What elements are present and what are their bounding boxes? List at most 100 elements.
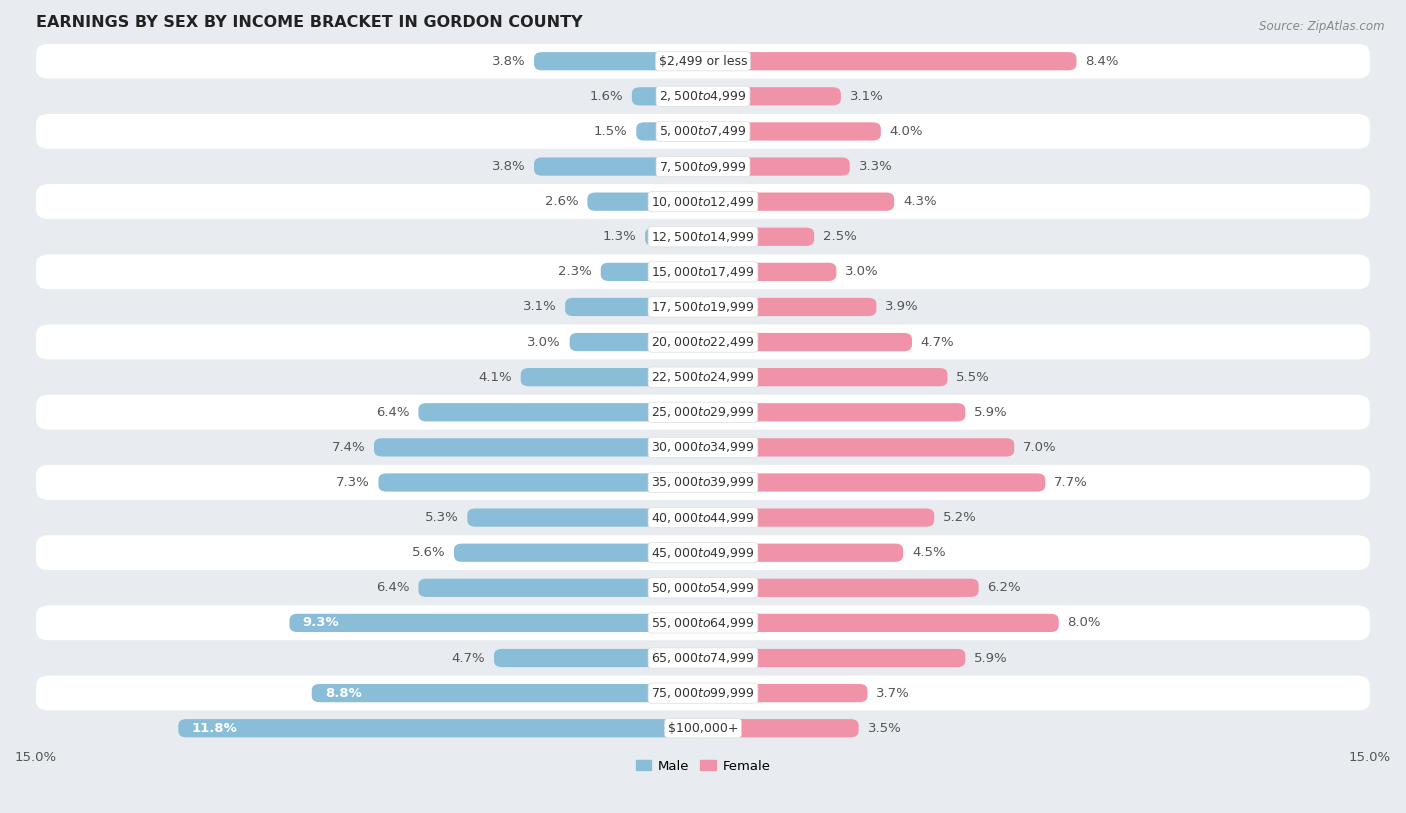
FancyBboxPatch shape (703, 228, 814, 246)
Text: 3.5%: 3.5% (868, 722, 901, 735)
FancyBboxPatch shape (703, 719, 859, 737)
Text: $15,000 to $17,499: $15,000 to $17,499 (651, 265, 755, 279)
Text: 3.9%: 3.9% (886, 301, 920, 314)
Text: 3.8%: 3.8% (492, 160, 526, 173)
FancyBboxPatch shape (703, 579, 979, 597)
Text: 7.0%: 7.0% (1024, 441, 1057, 454)
Text: 5.9%: 5.9% (974, 406, 1008, 419)
FancyBboxPatch shape (534, 52, 703, 71)
FancyBboxPatch shape (631, 87, 703, 106)
Text: 5.5%: 5.5% (956, 371, 990, 384)
Text: $7,500 to $9,999: $7,500 to $9,999 (659, 159, 747, 173)
Text: 8.8%: 8.8% (325, 687, 361, 700)
FancyBboxPatch shape (494, 649, 703, 667)
Text: 6.4%: 6.4% (375, 581, 409, 594)
Text: 5.9%: 5.9% (974, 651, 1008, 664)
Text: 4.3%: 4.3% (903, 195, 936, 208)
FancyBboxPatch shape (37, 465, 1369, 500)
Text: $40,000 to $44,999: $40,000 to $44,999 (651, 511, 755, 524)
Text: 8.0%: 8.0% (1067, 616, 1101, 629)
FancyBboxPatch shape (37, 606, 1369, 641)
Text: $100,000+: $100,000+ (668, 722, 738, 735)
Text: 6.2%: 6.2% (987, 581, 1021, 594)
Text: 3.8%: 3.8% (492, 54, 526, 67)
FancyBboxPatch shape (703, 368, 948, 386)
FancyBboxPatch shape (703, 403, 966, 421)
FancyBboxPatch shape (179, 719, 703, 737)
FancyBboxPatch shape (374, 438, 703, 457)
FancyBboxPatch shape (703, 684, 868, 702)
Text: 2.3%: 2.3% (558, 265, 592, 278)
FancyBboxPatch shape (600, 263, 703, 281)
Text: 4.5%: 4.5% (912, 546, 946, 559)
FancyBboxPatch shape (703, 333, 912, 351)
Legend: Male, Female: Male, Female (630, 754, 776, 778)
FancyBboxPatch shape (378, 473, 703, 492)
FancyBboxPatch shape (703, 473, 1046, 492)
Text: 3.0%: 3.0% (527, 336, 561, 349)
FancyBboxPatch shape (37, 220, 1369, 254)
FancyBboxPatch shape (312, 684, 703, 702)
FancyBboxPatch shape (703, 52, 1077, 71)
Text: 7.3%: 7.3% (336, 476, 370, 489)
FancyBboxPatch shape (703, 87, 841, 106)
FancyBboxPatch shape (534, 158, 703, 176)
FancyBboxPatch shape (37, 149, 1369, 184)
FancyBboxPatch shape (290, 614, 703, 632)
FancyBboxPatch shape (37, 535, 1369, 570)
FancyBboxPatch shape (703, 158, 849, 176)
FancyBboxPatch shape (37, 79, 1369, 114)
Text: $2,500 to $4,999: $2,500 to $4,999 (659, 89, 747, 103)
Text: 1.6%: 1.6% (589, 89, 623, 102)
Text: $45,000 to $49,999: $45,000 to $49,999 (651, 546, 755, 559)
FancyBboxPatch shape (565, 298, 703, 316)
Text: 8.4%: 8.4% (1085, 54, 1119, 67)
Text: 5.2%: 5.2% (943, 511, 977, 524)
FancyBboxPatch shape (37, 711, 1369, 746)
FancyBboxPatch shape (637, 122, 703, 141)
Text: $75,000 to $99,999: $75,000 to $99,999 (651, 686, 755, 700)
Text: 9.3%: 9.3% (302, 616, 339, 629)
Text: $17,500 to $19,999: $17,500 to $19,999 (651, 300, 755, 314)
FancyBboxPatch shape (703, 614, 1059, 632)
FancyBboxPatch shape (37, 676, 1369, 711)
FancyBboxPatch shape (703, 193, 894, 211)
Text: 7.7%: 7.7% (1054, 476, 1088, 489)
Text: 1.3%: 1.3% (603, 230, 637, 243)
FancyBboxPatch shape (645, 228, 703, 246)
FancyBboxPatch shape (37, 395, 1369, 430)
Text: $25,000 to $29,999: $25,000 to $29,999 (651, 405, 755, 420)
Text: 11.8%: 11.8% (191, 722, 238, 735)
FancyBboxPatch shape (467, 508, 703, 527)
Text: 3.1%: 3.1% (849, 89, 883, 102)
Text: 4.1%: 4.1% (478, 371, 512, 384)
Text: $12,500 to $14,999: $12,500 to $14,999 (651, 230, 755, 244)
Text: $30,000 to $34,999: $30,000 to $34,999 (651, 441, 755, 454)
FancyBboxPatch shape (703, 263, 837, 281)
FancyBboxPatch shape (588, 193, 703, 211)
FancyBboxPatch shape (520, 368, 703, 386)
FancyBboxPatch shape (454, 544, 703, 562)
FancyBboxPatch shape (419, 579, 703, 597)
FancyBboxPatch shape (37, 430, 1369, 465)
Text: $50,000 to $54,999: $50,000 to $54,999 (651, 580, 755, 595)
Text: 5.6%: 5.6% (412, 546, 446, 559)
Text: 3.7%: 3.7% (876, 687, 910, 700)
FancyBboxPatch shape (703, 298, 876, 316)
FancyBboxPatch shape (37, 500, 1369, 535)
FancyBboxPatch shape (37, 359, 1369, 395)
FancyBboxPatch shape (419, 403, 703, 421)
Text: $5,000 to $7,499: $5,000 to $7,499 (659, 124, 747, 138)
Text: $20,000 to $22,499: $20,000 to $22,499 (651, 335, 755, 349)
Text: $35,000 to $39,999: $35,000 to $39,999 (651, 476, 755, 489)
FancyBboxPatch shape (37, 289, 1369, 324)
FancyBboxPatch shape (37, 641, 1369, 676)
Text: 6.4%: 6.4% (375, 406, 409, 419)
Text: 7.4%: 7.4% (332, 441, 366, 454)
Text: 3.3%: 3.3% (859, 160, 893, 173)
Text: 4.0%: 4.0% (890, 125, 924, 138)
Text: 2.5%: 2.5% (823, 230, 856, 243)
Text: 4.7%: 4.7% (451, 651, 485, 664)
FancyBboxPatch shape (703, 508, 934, 527)
FancyBboxPatch shape (569, 333, 703, 351)
